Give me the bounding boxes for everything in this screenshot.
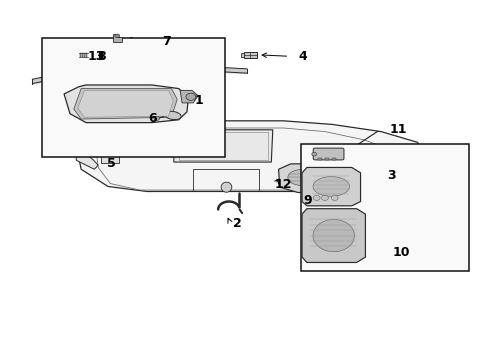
Polygon shape bbox=[363, 170, 379, 179]
Text: 2: 2 bbox=[233, 216, 242, 230]
Polygon shape bbox=[101, 152, 119, 163]
Polygon shape bbox=[180, 90, 198, 103]
Bar bbox=[81, 53, 83, 57]
Circle shape bbox=[154, 116, 159, 121]
Bar bbox=[331, 158, 335, 160]
Ellipse shape bbox=[312, 177, 349, 196]
Circle shape bbox=[313, 195, 320, 201]
Ellipse shape bbox=[311, 152, 316, 156]
Circle shape bbox=[115, 34, 120, 38]
Ellipse shape bbox=[312, 220, 354, 252]
Bar bbox=[300, 144, 468, 271]
Polygon shape bbox=[278, 164, 326, 193]
Text: 4: 4 bbox=[298, 50, 306, 63]
Text: 11: 11 bbox=[389, 122, 407, 136]
Bar bbox=[42, 39, 224, 157]
Ellipse shape bbox=[221, 182, 231, 192]
Bar bbox=[83, 53, 85, 57]
Polygon shape bbox=[76, 121, 427, 193]
Circle shape bbox=[321, 195, 328, 201]
Bar bbox=[325, 158, 328, 160]
Text: 8: 8 bbox=[97, 50, 105, 63]
Circle shape bbox=[185, 93, 195, 100]
Polygon shape bbox=[307, 152, 325, 163]
Polygon shape bbox=[173, 130, 272, 162]
Bar bbox=[317, 158, 321, 160]
Text: 9: 9 bbox=[303, 194, 311, 207]
Polygon shape bbox=[76, 146, 98, 169]
Bar bbox=[85, 53, 87, 57]
Text: 5: 5 bbox=[107, 157, 116, 170]
Bar bbox=[80, 53, 81, 57]
Polygon shape bbox=[302, 167, 360, 206]
Polygon shape bbox=[302, 209, 365, 262]
Text: 3: 3 bbox=[386, 169, 395, 182]
FancyBboxPatch shape bbox=[243, 51, 257, 58]
Text: 1: 1 bbox=[194, 94, 203, 107]
Text: 7: 7 bbox=[162, 35, 171, 49]
Text: 12: 12 bbox=[274, 178, 292, 191]
Circle shape bbox=[330, 195, 337, 201]
Polygon shape bbox=[113, 34, 122, 42]
Polygon shape bbox=[64, 85, 188, 123]
Bar bbox=[241, 53, 244, 57]
Polygon shape bbox=[382, 170, 406, 187]
Polygon shape bbox=[74, 89, 177, 119]
Ellipse shape bbox=[164, 111, 181, 120]
Ellipse shape bbox=[287, 170, 317, 185]
Polygon shape bbox=[78, 90, 173, 117]
Text: 13: 13 bbox=[87, 50, 104, 63]
Text: 6: 6 bbox=[148, 112, 156, 125]
FancyBboxPatch shape bbox=[313, 148, 343, 160]
Text: 10: 10 bbox=[391, 246, 409, 259]
